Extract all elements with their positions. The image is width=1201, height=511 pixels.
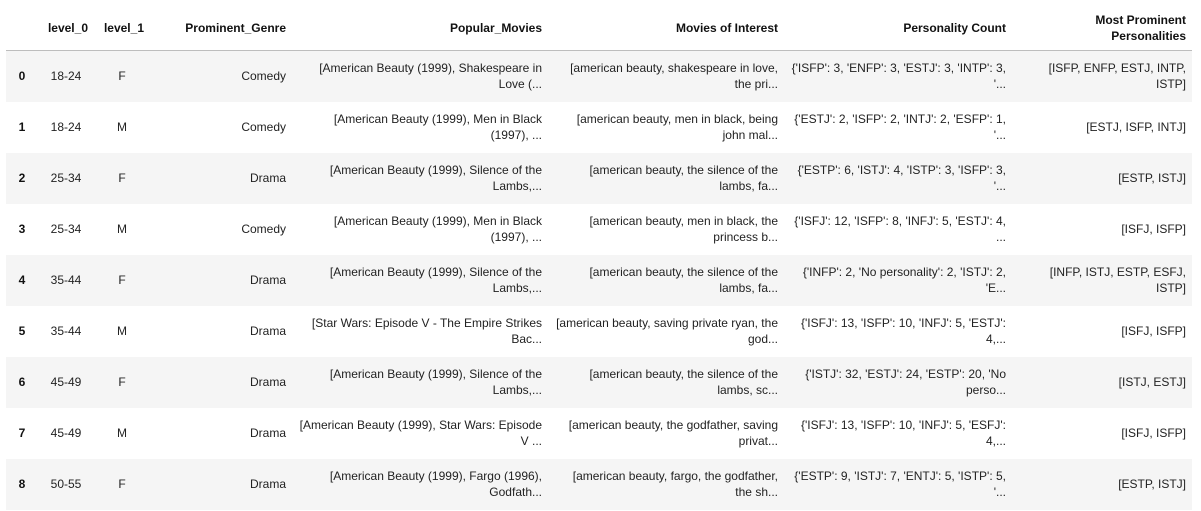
header-row: level_0 level_1 Prominent_Genre Popular_… [6, 6, 1192, 51]
table-row: 5 35-44 M Drama [Star Wars: Episode V - … [6, 305, 1192, 357]
cell-prominent-genre: Drama [249, 477, 286, 491]
cell-level-0: 35-44 [50, 324, 82, 338]
cell-most-prominent-personalities: [ISFJ, ISFP] [1121, 324, 1186, 338]
cell-prominent-genre: Drama [249, 375, 286, 389]
cell-level-1: M [117, 324, 127, 338]
cell-most-prominent-personalities: [ISFJ, ISFP] [1121, 222, 1186, 236]
cell-popular-movies: [Star Wars: Episode V - The Empire Strik… [311, 316, 542, 346]
row-index: 2 [18, 171, 26, 185]
cell-level-0: 45-49 [50, 426, 82, 440]
table-row: 0 18-24 F Comedy [American Beauty (1999)… [6, 50, 1192, 102]
cell-prominent-genre: Drama [249, 426, 286, 440]
row-index: 5 [18, 324, 26, 338]
row-index: 6 [18, 375, 26, 389]
cell-movies-of-interest: [american beauty, the silence of the lam… [589, 163, 778, 193]
cell-level-1: F [118, 375, 126, 389]
cell-level-1: M [117, 120, 127, 134]
cell-popular-movies: [American Beauty (1999), Silence of the … [329, 163, 542, 193]
header-level-1: level_1 [94, 6, 150, 51]
cell-personality-count: {'ISFJ': 12, 'ISFP': 8, 'INFJ': 5, 'ESTJ… [794, 214, 1006, 244]
cell-popular-movies: [American Beauty (1999), Fargo (1996), G… [329, 469, 542, 499]
cell-most-prominent-personalities: [ISTJ, ESTJ] [1118, 375, 1186, 389]
cell-movies-of-interest: [american beauty, fargo, the godfather, … [572, 469, 778, 499]
cell-prominent-genre: Drama [249, 324, 286, 338]
cell-level-0: 35-44 [50, 273, 82, 287]
cell-level-1: F [118, 171, 126, 185]
cell-popular-movies: [American Beauty (1999), Men in Black (1… [333, 214, 542, 244]
cell-level-0: 25-34 [50, 171, 82, 185]
cell-prominent-genre: Drama [249, 171, 286, 185]
row-index: 4 [18, 273, 26, 287]
cell-personality-count: {'ISTJ': 32, 'ESTJ': 24, 'ESTP': 20, 'No… [805, 367, 1006, 397]
row-index: 8 [18, 477, 26, 491]
cell-popular-movies: [American Beauty (1999), Star Wars: Epis… [299, 418, 542, 448]
table-body: 0 18-24 F Comedy [American Beauty (1999)… [6, 50, 1192, 510]
table-row: 3 25-34 M Comedy [American Beauty (1999)… [6, 203, 1192, 255]
row-index: 7 [18, 426, 26, 440]
cell-movies-of-interest: [american beauty, the silence of the lam… [589, 265, 778, 295]
cell-prominent-genre: Comedy [241, 222, 286, 236]
cell-level-0: 50-55 [50, 477, 82, 491]
table-row: 2 25-34 F Drama [American Beauty (1999),… [6, 152, 1192, 204]
cell-prominent-genre: Comedy [241, 120, 286, 134]
cell-level-0: 45-49 [50, 375, 82, 389]
cell-movies-of-interest: [american beauty, saving private ryan, t… [556, 316, 778, 346]
cell-prominent-genre: Drama [249, 273, 286, 287]
cell-level-1: F [118, 273, 126, 287]
dataframe-table: level_0 level_1 Prominent_Genre Popular_… [6, 6, 1192, 510]
table-row: 4 35-44 F Drama [American Beauty (1999),… [6, 254, 1192, 306]
cell-movies-of-interest: [american beauty, men in black, being jo… [576, 112, 778, 142]
cell-most-prominent-personalities: [ISFJ, ISFP] [1121, 426, 1186, 440]
cell-most-prominent-personalities: [ESTJ, ISFP, INTJ] [1086, 120, 1186, 134]
cell-most-prominent-personalities: [ESTP, ISTJ] [1118, 171, 1186, 185]
cell-level-1: F [118, 477, 126, 491]
cell-popular-movies: [American Beauty (1999), Silence of the … [329, 367, 542, 397]
cell-prominent-genre: Comedy [241, 69, 286, 84]
header-most-prominent-personalities: Most Prominent Personalities [1012, 6, 1192, 51]
cell-level-1: F [118, 69, 126, 84]
table-row: 7 45-49 M Drama [American Beauty (1999),… [6, 407, 1192, 459]
cell-personality-count: {'INFP': 2, 'No personality': 2, 'ISTJ':… [802, 265, 1006, 295]
cell-most-prominent-personalities: [ISFP, ENFP, ESTJ, INTP, ISTP] [1048, 61, 1186, 92]
cell-level-0: 18-24 [50, 69, 82, 84]
header-popular-movies: Popular_Movies [292, 6, 548, 51]
cell-popular-movies: [American Beauty (1999), Men in Black (1… [333, 112, 542, 142]
cell-level-1: M [117, 222, 127, 236]
row-index: 0 [18, 69, 26, 84]
row-index: 3 [18, 222, 26, 236]
cell-personality-count: {'ESTP': 9, 'ISTJ': 7, 'ENTJ': 5, 'ISTP'… [794, 469, 1006, 499]
cell-level-0: 25-34 [50, 222, 82, 236]
cell-movies-of-interest: [american beauty, the godfather, saving … [568, 418, 778, 448]
header-prominent-genre: Prominent_Genre [150, 6, 292, 51]
row-index: 1 [18, 120, 26, 134]
cell-movies-of-interest: [american beauty, men in black, the prin… [589, 214, 778, 244]
cell-most-prominent-personalities: [INFP, ISTJ, ESTP, ESFJ, ISTP] [1049, 265, 1186, 295]
header-level-0: level_0 [38, 6, 94, 51]
cell-level-1: M [117, 426, 127, 440]
cell-personality-count: {'ESTJ': 2, 'ISFP': 2, 'INTJ': 2, 'ESFP'… [794, 112, 1006, 142]
cell-personality-count: {'ESTP': 6, 'ISTJ': 4, 'ISTP': 3, 'ISFP'… [797, 163, 1006, 193]
cell-personality-count: {'ISFJ': 13, 'ISFP': 10, 'INFJ': 5, 'EST… [800, 316, 1006, 346]
cell-personality-count: {'ISFJ': 13, 'ISFP': 10, 'INFJ': 5, 'ESF… [800, 418, 1006, 448]
table-row: 8 50-55 F Drama [American Beauty (1999),… [6, 458, 1192, 510]
table-header: level_0 level_1 Prominent_Genre Popular_… [6, 6, 1192, 51]
cell-popular-movies: [American Beauty (1999), Silence of the … [329, 265, 542, 295]
header-index [6, 6, 38, 51]
table-row: 1 18-24 M Comedy [American Beauty (1999)… [6, 101, 1192, 153]
cell-movies-of-interest: [american beauty, the silence of the lam… [589, 367, 778, 397]
cell-movies-of-interest: [american beauty, shakespeare in love, t… [570, 61, 778, 92]
header-personality-count: Personality Count [784, 6, 1012, 51]
cell-level-0: 18-24 [50, 120, 82, 134]
cell-personality-count: {'ISFP': 3, 'ENFP': 3, 'ESTJ': 3, 'INTP'… [791, 61, 1006, 92]
cell-most-prominent-personalities: [ESTP, ISTJ] [1118, 477, 1186, 491]
table-row: 6 45-49 F Drama [American Beauty (1999),… [6, 356, 1192, 408]
cell-popular-movies: [American Beauty (1999), Shakespeare in … [319, 61, 542, 92]
header-movies-of-interest: Movies of Interest [548, 6, 784, 51]
